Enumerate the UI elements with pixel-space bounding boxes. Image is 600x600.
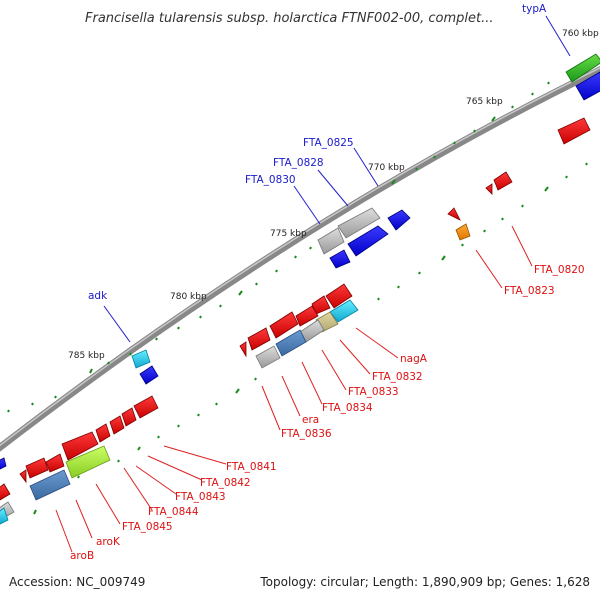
gene-FTA_0834[interactable] [295, 305, 319, 327]
genome-backbone-highlight [0, 67, 600, 447]
gene-FTA_0845[interactable] [61, 431, 99, 461]
gene-label-FTA_0845[interactable]: FTA_0845 [122, 521, 173, 533]
reverse-strand-genes [0, 117, 591, 525]
gene-aroB-small[interactable] [19, 469, 27, 484]
gene-label-FTA_0842[interactable]: FTA_0842 [200, 477, 251, 489]
scale-label-785: 785 kbp [68, 351, 105, 361]
gene-adk[interactable] [131, 349, 151, 369]
gene-nagA[interactable] [325, 283, 353, 309]
gene-label-FTA_0843[interactable]: FTA_0843 [175, 491, 226, 503]
gene-FTA_0841[interactable] [133, 395, 159, 419]
gene-FTA_0820[interactable] [493, 171, 513, 191]
gene-FTA_0836-gray[interactable] [255, 345, 281, 369]
gene-label-FTA_0830[interactable]: FTA_0830 [245, 174, 296, 186]
topology-summary-text: Topology: circular; Length: 1,890,909 bp… [259, 575, 590, 589]
inner-scale-ticks [33, 162, 588, 515]
gene-left-red[interactable] [0, 483, 11, 501]
gene-reverse-far-right[interactable] [557, 117, 591, 145]
reverse-label-leaders [55, 225, 533, 553]
gene-label-FTA_0820[interactable]: FTA_0820 [534, 264, 585, 276]
gene-FTA_0842[interactable] [121, 407, 137, 427]
gene-label-FTA_0844[interactable]: FTA_0844 [148, 506, 199, 518]
gene-FTA_0830[interactable] [329, 249, 351, 269]
gene-label-era[interactable]: era [302, 414, 319, 426]
gene-label-aroK[interactable]: aroK [96, 536, 121, 548]
gene-label-FTA_0828[interactable]: FTA_0828 [273, 157, 324, 169]
gene-forward-left-blue[interactable] [0, 457, 7, 470]
gene-FTA_0843[interactable] [109, 415, 125, 435]
gene-aroK-steel[interactable] [29, 469, 71, 501]
scale-label-780: 780 kbp [170, 292, 207, 302]
gene-FTA_0832[interactable] [329, 299, 359, 323]
scale-label-775: 775 kbp [270, 229, 307, 239]
gene-FTA_0828[interactable] [317, 227, 345, 255]
gene-FTA_0827[interactable] [347, 225, 389, 257]
gene-era-steel[interactable] [275, 329, 307, 357]
gene-label-aroB[interactable]: aroB [70, 550, 94, 562]
gene-FTA_0825[interactable] [337, 207, 381, 239]
gene-aroK[interactable] [45, 453, 65, 473]
gene-label-FTA_0823[interactable]: FTA_0823 [504, 285, 555, 297]
forward-strand-genes [0, 53, 600, 470]
gene-FTA_0844[interactable] [95, 423, 111, 443]
gene-forward-760-blue[interactable] [575, 71, 600, 101]
gene-label-FTA_0833[interactable]: FTA_0833 [348, 386, 399, 398]
outer-scale-ticks [7, 81, 550, 413]
gene-era[interactable] [269, 311, 299, 339]
gene-label-typA[interactable]: typA [522, 3, 547, 15]
gene-aroB[interactable] [25, 457, 49, 479]
gene-left-cyan[interactable] [0, 507, 9, 525]
gene-label-FTA_0836[interactable]: FTA_0836 [281, 428, 332, 440]
gene-label-FTA_0834[interactable]: FTA_0834 [322, 402, 373, 414]
gene-label-FTA_0841[interactable]: FTA_0841 [226, 461, 277, 473]
map-title: Francisella tularensis subsp. holarctica… [85, 11, 494, 26]
gene-typA[interactable] [565, 53, 600, 83]
gene-FTA_0820-small[interactable] [485, 183, 493, 195]
scale-label-770: 770 kbp [368, 163, 405, 173]
scale-label-760: 760 kbp [562, 29, 599, 39]
genome-backbone [0, 65, 600, 452]
gene-FTA_0823[interactable] [447, 207, 461, 221]
gene-FTA_0845-lime[interactable] [65, 445, 111, 479]
gene-label-nagA[interactable]: nagA [400, 353, 428, 365]
gene-FTA_0836-small[interactable] [239, 341, 247, 358]
forward-label-leaders [103, 15, 571, 343]
gene-forward-adk-blue[interactable] [139, 365, 159, 385]
gene-label-FTA_0825[interactable]: FTA_0825 [303, 137, 354, 149]
scale-label-765: 765 kbp [466, 97, 503, 107]
gene-FTA_0826[interactable] [387, 209, 411, 231]
accession-text: Accession: NC_009749 [9, 575, 145, 589]
gene-label-FTA_0832[interactable]: FTA_0832 [372, 371, 423, 383]
gene-FTA_0836[interactable] [247, 327, 271, 351]
gene-FTA_0823-orange[interactable] [455, 223, 471, 241]
gene-label-adk[interactable]: adk [88, 290, 108, 302]
